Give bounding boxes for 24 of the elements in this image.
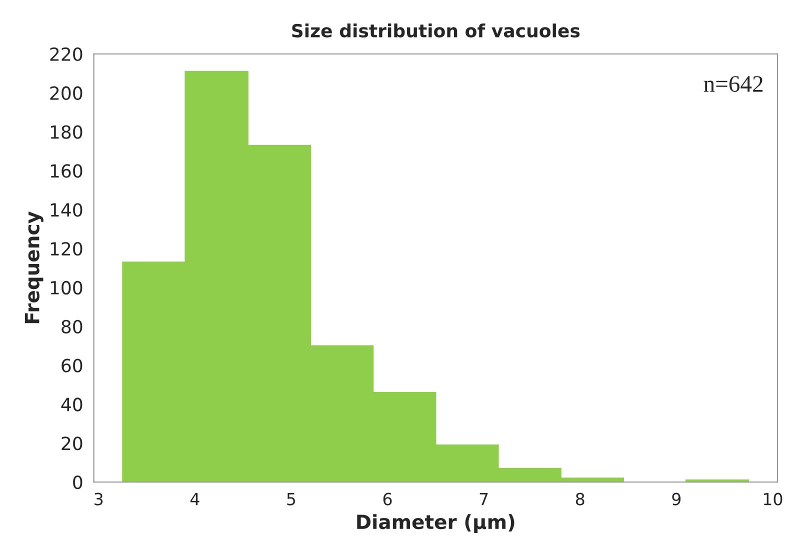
y-tick-label: 60 bbox=[62, 358, 82, 372]
y-tick-label: 180 bbox=[50, 125, 82, 139]
y-tick-label: 140 bbox=[50, 203, 82, 217]
y-tick-label: 20 bbox=[62, 436, 82, 450]
x-tick-label: 5 bbox=[287, 492, 296, 506]
x-tick-label: 4 bbox=[190, 492, 200, 506]
y-tick-label: 40 bbox=[61, 398, 82, 412]
y-tick-label: 200 bbox=[50, 86, 82, 100]
y-tick-label: 80 bbox=[62, 320, 82, 334]
x-tick-label: 7 bbox=[480, 492, 488, 506]
y-axis-title: Frequency bbox=[25, 211, 44, 324]
annotation: n=642 bbox=[704, 76, 763, 92]
chart-title: Size distribution of vacuoles bbox=[292, 24, 580, 38]
x-tick-label: 10 bbox=[764, 492, 782, 506]
x-tick-label: 9 bbox=[672, 492, 681, 506]
y-tick-label: 220 bbox=[50, 47, 82, 62]
x-axis-title: Diameter (µm) bbox=[357, 514, 514, 533]
y-tick-label: 0 bbox=[73, 476, 82, 490]
y-tick-label: 160 bbox=[50, 164, 82, 178]
y-tick-label: 100 bbox=[50, 280, 82, 295]
y-tick-label: 120 bbox=[50, 242, 82, 256]
x-tick-label: 8 bbox=[576, 492, 584, 506]
x-tick-label: 6 bbox=[383, 492, 392, 506]
x-tick-label: 3 bbox=[94, 492, 103, 506]
